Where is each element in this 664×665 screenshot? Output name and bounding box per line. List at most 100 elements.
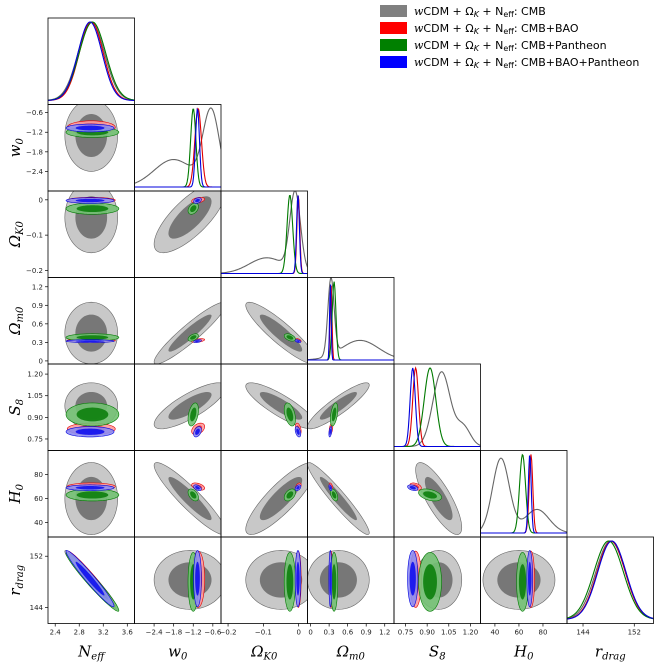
x-tick-label: −0.2	[220, 629, 237, 637]
marginal-rdrag-series-3	[567, 540, 654, 620]
panel-OmegaK0-rdrag	[245, 550, 308, 612]
contour-68-series-2	[423, 564, 437, 600]
contour-68-series-2	[76, 407, 109, 422]
panel-frame	[47, 17, 135, 105]
contour-68-series-3	[409, 486, 416, 490]
panel-rdrag-rdrag	[567, 540, 654, 620]
contour-68-series-2	[190, 491, 197, 499]
y-tick-label: 0.6	[32, 320, 44, 328]
panel-H0-H0	[480, 453, 567, 534]
panel-S8-H0	[407, 462, 463, 535]
contour-68-series-3	[195, 340, 200, 343]
panel-w0-H0	[153, 462, 221, 535]
panel-w0-rdrag	[153, 550, 221, 612]
panel-OmegaK0-H0	[245, 462, 308, 535]
x-axis-label-Omegam0: Ωm0	[336, 643, 366, 663]
panel-Omegam0-S8	[307, 382, 370, 438]
marginal-Neff-series-3	[48, 21, 135, 101]
contour-68-series-2	[423, 491, 437, 499]
x-axis-label-H0: H0	[513, 643, 534, 663]
legend-label-3: wCDM + ΩK + Neff: CMB+BAO+Pantheon	[414, 56, 639, 70]
x-tick-label: −1.8	[165, 629, 182, 637]
contour-68-series-3	[75, 428, 105, 435]
panel-Neff-w0	[64, 104, 120, 172]
marginal-Omegam0-series-1	[307, 285, 394, 361]
x-tick-label: 152	[628, 629, 641, 637]
contour-68-series-0	[319, 562, 357, 598]
contour-68-series-3	[75, 340, 105, 343]
x-tick-label: 0.3	[324, 629, 335, 637]
legend-label-2: wCDM + ΩK + Neff: CMB+Pantheon	[414, 39, 607, 53]
contour-68-series-0	[168, 391, 212, 420]
contour-68-series-2	[331, 491, 337, 499]
y-axis-label-H0: H0	[6, 483, 26, 504]
contour-68-series-3	[329, 561, 332, 596]
contour-68-series-3	[75, 486, 105, 490]
marginal-OmegaK0-series-1	[221, 195, 308, 275]
legend-swatch-2	[380, 39, 407, 51]
contour-68-series-2	[76, 335, 109, 340]
panel-w0-S8	[153, 382, 221, 438]
panel-S8-rdrag	[407, 550, 463, 612]
x-tick-label: 1.05	[441, 629, 457, 637]
marginal-OmegaK0-series-2	[221, 195, 308, 275]
panel-Neff-rdrag	[64, 550, 120, 612]
y-axis-label-Omegam0: Ωm0	[6, 306, 26, 336]
contour-68-series-0	[319, 476, 357, 521]
contour-68-series-3	[329, 428, 332, 435]
marginal-Neff-series-1	[48, 21, 135, 101]
y-tick-label: −1.8	[26, 148, 43, 156]
marginal-H0-series-3	[480, 455, 567, 534]
x-axis-label-Neff: Neff	[77, 643, 106, 663]
x-tick-label: 0	[296, 629, 300, 637]
y-tick-label: 152	[30, 553, 43, 561]
x-axis-label-OmegaK0: ΩK0	[250, 643, 278, 663]
y-tick-label: −1.2	[26, 129, 43, 137]
y-axis-label-w0: w0	[6, 138, 26, 158]
legend-swatch-3	[380, 56, 407, 68]
contour-68-series-2	[76, 491, 109, 499]
contour-68-series-0	[75, 314, 108, 352]
contour-68-series-3	[296, 561, 300, 596]
contour-68-series-3	[75, 561, 105, 596]
contour-68-series-2	[76, 205, 109, 213]
x-tick-label: 2.4	[50, 629, 62, 637]
x-tick-label: 0.6	[342, 629, 354, 637]
panel-frame	[307, 450, 395, 538]
panel-Omegam0-Omegam0	[307, 277, 394, 361]
contour-68-series-0	[168, 314, 212, 352]
marginal-w0-series-3	[134, 107, 221, 188]
panel-Neff-H0	[64, 462, 120, 535]
contour-68-series-3	[528, 561, 532, 596]
y-tick-label: 60	[34, 495, 43, 503]
contour-68-series-3	[195, 561, 200, 596]
x-axis-label-w0: w0	[168, 643, 188, 663]
contour-68-series-3	[75, 125, 105, 131]
contour-68-series-3	[409, 561, 416, 596]
x-tick-label: 2.8	[74, 629, 85, 637]
contour-68-series-0	[168, 476, 212, 521]
y-axis-label-S8: S8	[6, 399, 26, 416]
x-tick-label: 60	[514, 629, 523, 637]
y-tick-label: 144	[30, 604, 44, 612]
panel-H0-rdrag	[482, 550, 556, 612]
panel-frame	[566, 536, 654, 624]
x-tick-label: −0.1	[255, 629, 272, 637]
y-tick-label: 40	[34, 519, 43, 527]
contour-68-series-0	[319, 391, 357, 420]
marginal-S8-series-3	[394, 367, 481, 448]
y-tick-label: 0.9	[32, 302, 43, 310]
contour-68-series-0	[259, 314, 303, 352]
contour-68-series-3	[296, 428, 300, 435]
marginal-Omegam0-series-3	[307, 284, 394, 361]
contour-68-series-3	[195, 198, 200, 203]
contour-68-series-0	[259, 476, 303, 521]
panel-frame	[307, 277, 395, 365]
panel-w0-OmegaK0	[153, 191, 221, 254]
contour-68-series-2	[190, 335, 197, 340]
marginal-H0-series-2	[480, 453, 567, 534]
x-tick-label: 40	[490, 629, 499, 637]
marginal-OmegaK0-series-3	[221, 195, 308, 275]
contour-68-series-0	[168, 196, 212, 239]
panel-Omegam0-rdrag	[307, 550, 370, 612]
